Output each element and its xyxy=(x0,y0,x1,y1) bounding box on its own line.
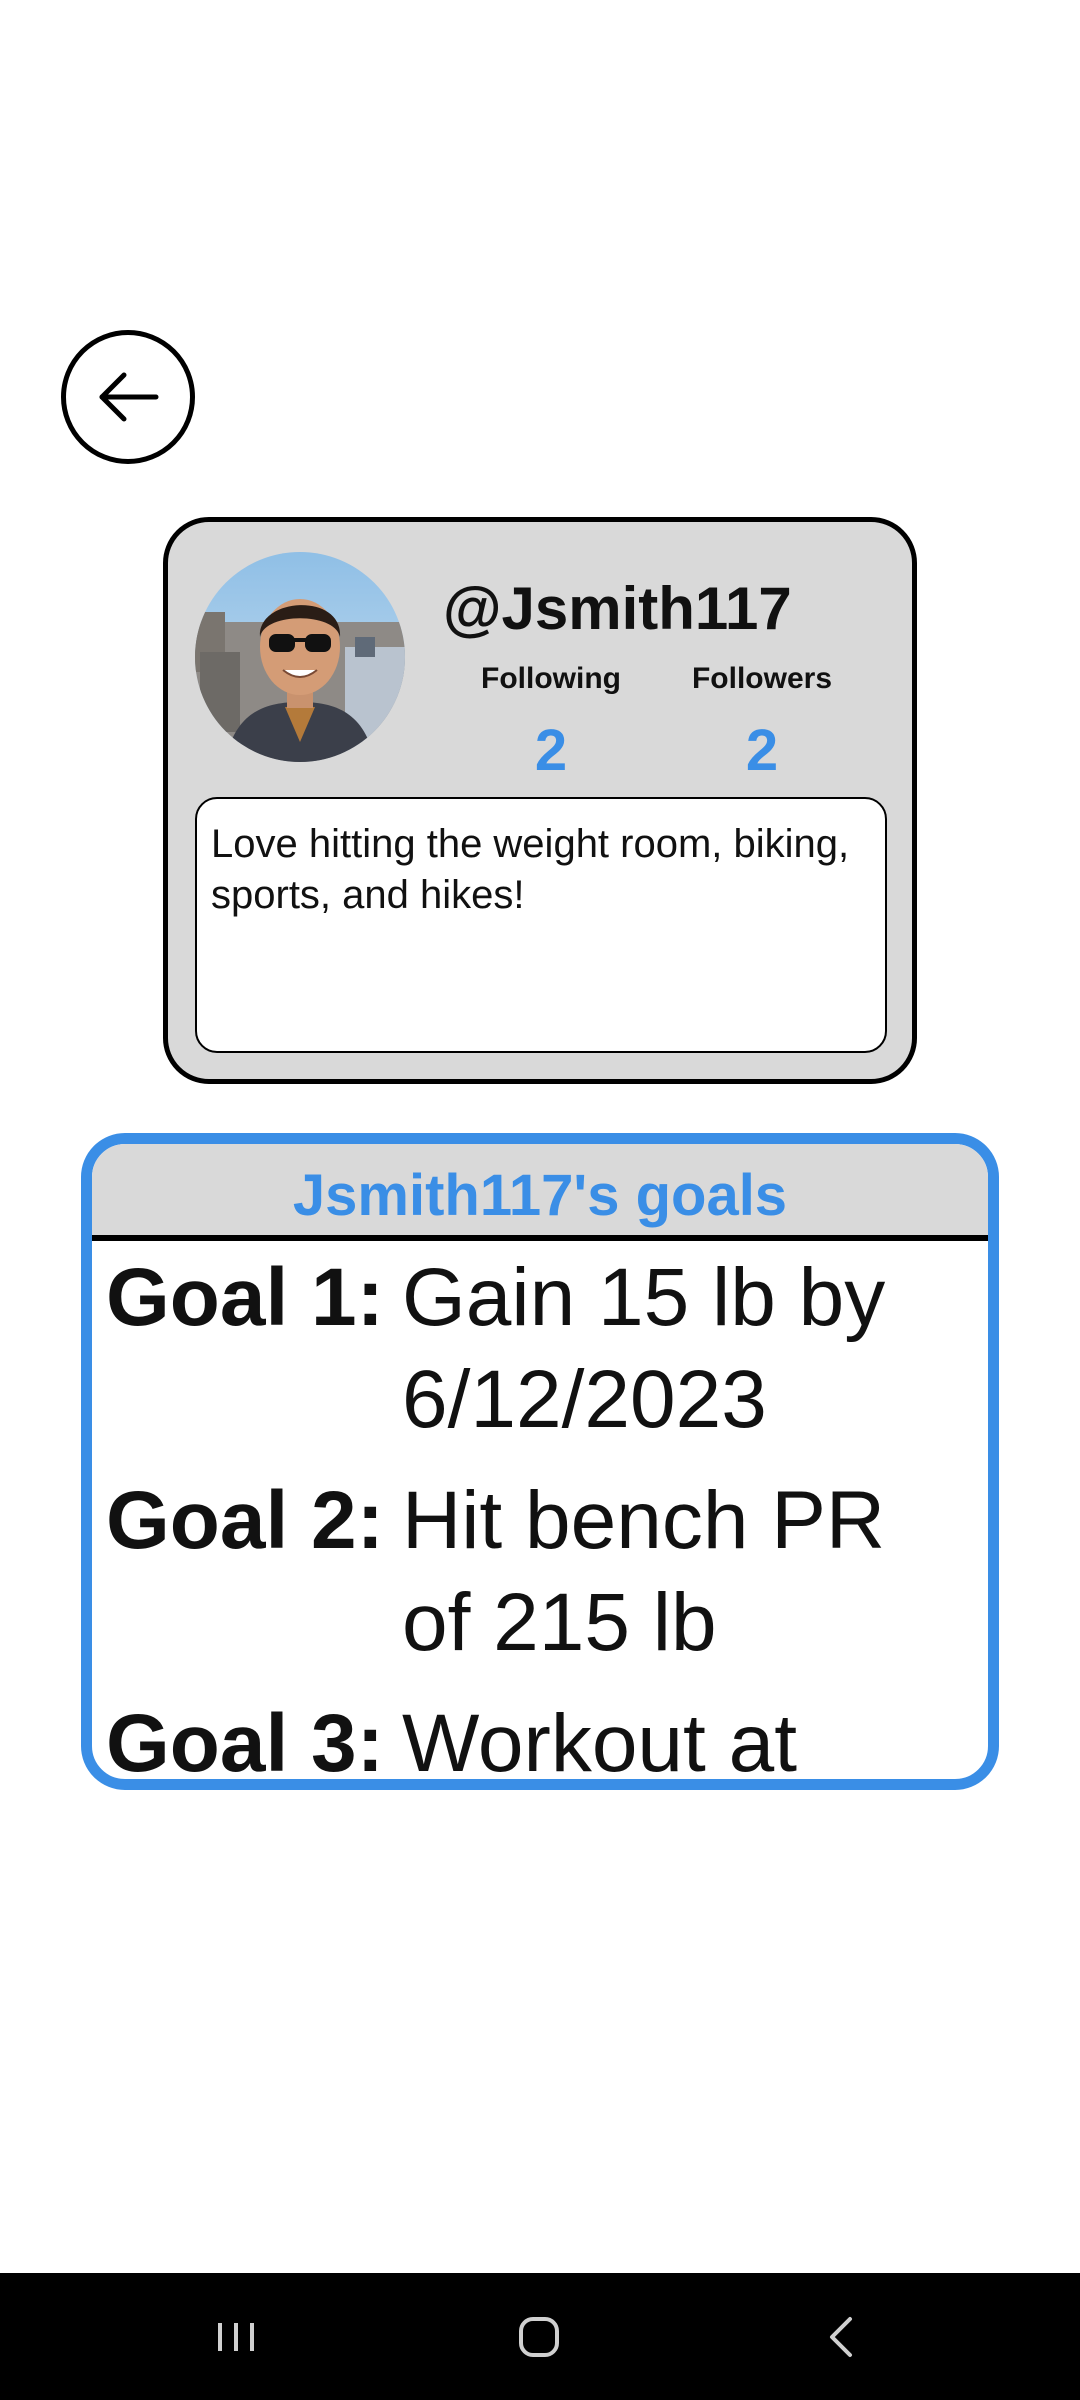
home-button[interactable] xyxy=(479,2273,599,2400)
followers-label: Followers xyxy=(691,662,833,695)
back-button[interactable] xyxy=(61,330,195,464)
avatar-image xyxy=(195,552,405,762)
goal-label: Goal 3: xyxy=(106,1698,384,1789)
goal-label: Goal 2: xyxy=(106,1475,384,1566)
system-back-button[interactable] xyxy=(782,2273,902,2400)
goal-text: Workout at xyxy=(402,1698,797,1789)
following-count[interactable]: 2 xyxy=(534,718,568,783)
followers-count[interactable]: 2 xyxy=(745,718,779,783)
arrow-left-icon xyxy=(99,372,159,422)
goals-list: Goal 1: Gain 15 lb by 6/12/2023 Goal 2: … xyxy=(106,1247,988,1789)
recents-button[interactable] xyxy=(176,2273,296,2400)
goal-item: Goal 2: Hit bench PR of 215 lb xyxy=(106,1470,988,1674)
following-label: Following xyxy=(481,662,621,695)
bio-text: Love hitting the weight room, biking, sp… xyxy=(195,797,887,1053)
goals-card[interactable]: Jsmith117's goals Goal 1: Gain 15 lb by … xyxy=(81,1133,999,1790)
recents-icon xyxy=(218,2322,254,2351)
system-nav-bar xyxy=(0,2273,1080,2400)
goals-title: Jsmith117's goals xyxy=(92,1144,988,1241)
goal-item: Goal 3: Workout at xyxy=(106,1693,988,1789)
avatar[interactable] xyxy=(195,552,405,762)
profile-card: @Jsmith117 Following Followers 2 2 Love … xyxy=(163,517,917,1084)
home-icon xyxy=(519,2316,559,2357)
goal-item: Goal 1: Gain 15 lb by 6/12/2023 xyxy=(106,1247,988,1451)
goal-text: Hit bench PR of 215 lb xyxy=(402,1475,886,1668)
goal-label: Goal 1: xyxy=(106,1252,384,1343)
username: @Jsmith117 xyxy=(443,575,792,642)
goal-text: Gain 15 lb by 6/12/2023 xyxy=(402,1252,886,1445)
chevron-left-icon xyxy=(830,2316,852,2357)
